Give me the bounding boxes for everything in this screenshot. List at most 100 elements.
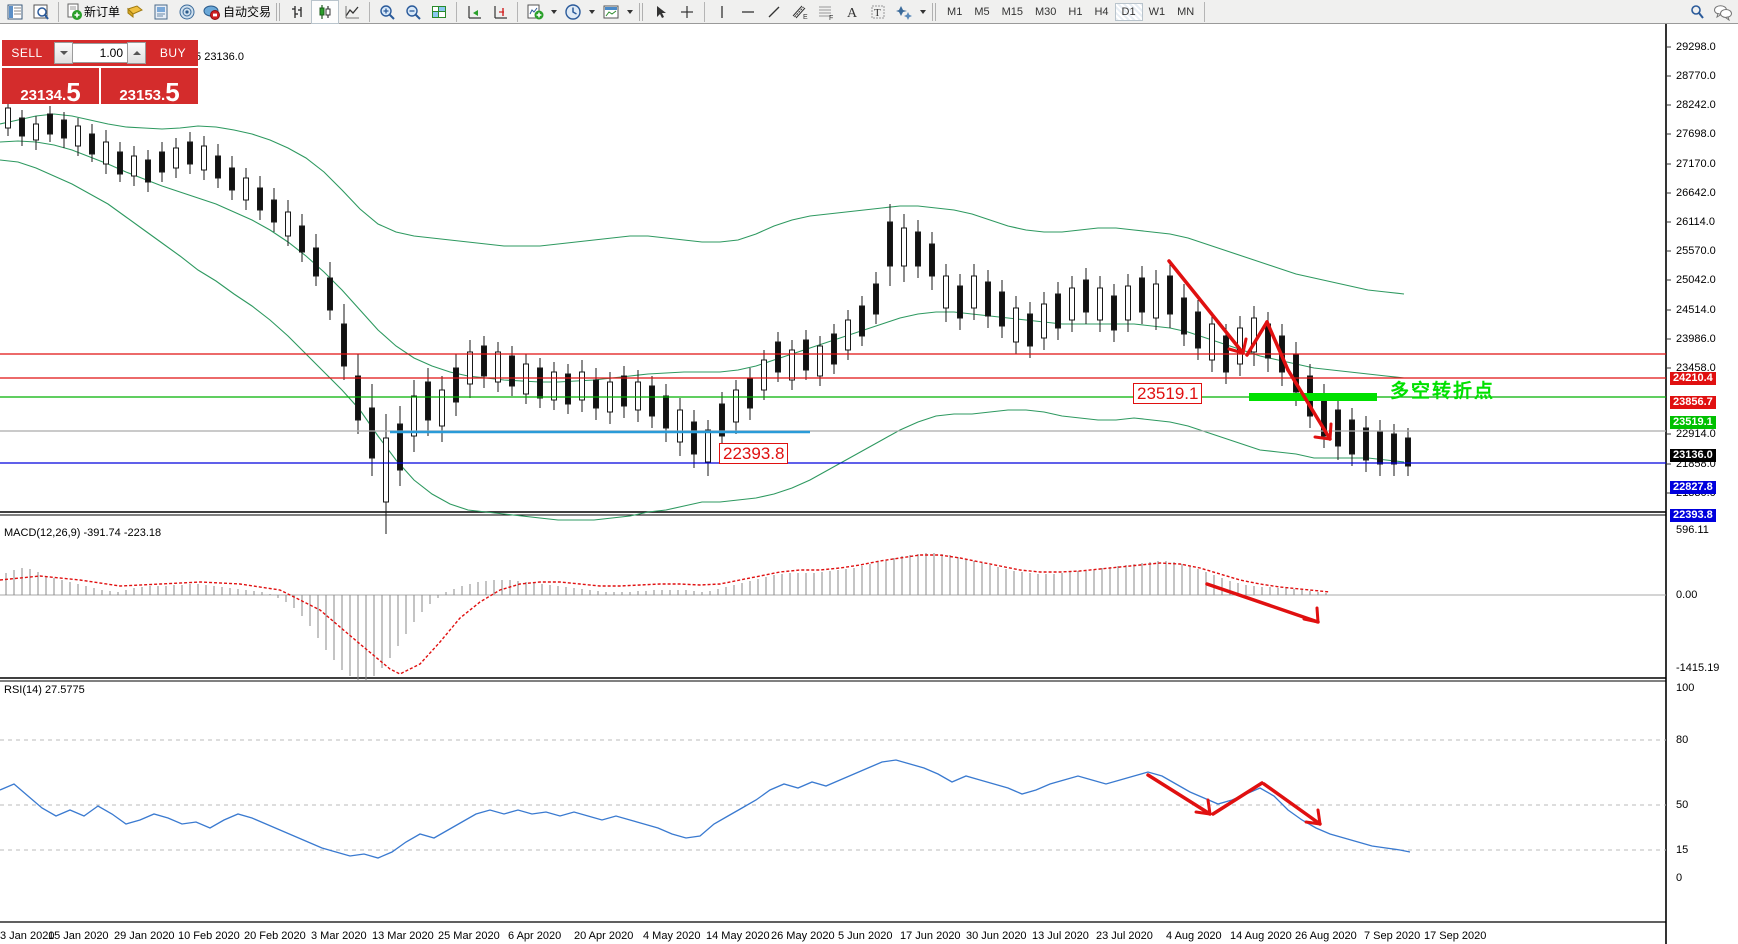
sell-button[interactable]: SELL — [2, 40, 52, 66]
metaeditor-icon[interactable] — [122, 1, 148, 23]
date-tick-17: 23 Jul 2020 — [1096, 930, 1153, 942]
text-label-icon[interactable]: A — [839, 1, 865, 23]
buy-price-display[interactable]: 23153. 5 — [101, 68, 198, 107]
price-tick-4: 27170.0 — [1676, 158, 1716, 170]
volume-increase-button[interactable] — [127, 42, 146, 64]
date-tick-8: 6 Apr 2020 — [508, 930, 562, 942]
rsi-tick-50: 50 — [1676, 799, 1689, 811]
indicators-dropdown-caret[interactable] — [551, 9, 558, 14]
new-order-label: 新订单 — [84, 5, 121, 19]
price-tick-8: 25042.0 — [1676, 274, 1716, 286]
price-tag-23856: 23856.7 — [1670, 396, 1716, 409]
svg-text:F: F — [829, 15, 833, 21]
buy-price-big: 5 — [165, 76, 180, 107]
line-chart-icon[interactable] — [339, 1, 365, 23]
search-icon[interactable] — [1684, 1, 1710, 23]
periods-icon[interactable] — [560, 1, 586, 23]
zoom-out-icon[interactable] — [400, 1, 426, 23]
date-tick-16: 13 Jul 2020 — [1032, 930, 1089, 942]
date-tick-6: 13 Mar 2020 — [372, 930, 434, 942]
date-tick-7: 25 Mar 2020 — [438, 930, 500, 942]
macd-tick-top: 596.11 — [1676, 524, 1709, 536]
chart-canvas[interactable]: HK50-,Daily 23422.0 23460.5 23095.5 2313… — [0, 24, 1738, 944]
trade-panel-prices: 23134. 5 23153. 5 — [2, 68, 198, 107]
date-tick-21: 7 Sep 2020 — [1364, 930, 1421, 942]
macd-tick-bottom: -1415.19 — [1676, 662, 1720, 674]
candlestick-chart-icon[interactable] — [311, 0, 340, 24]
date-tick-13: 5 Jun 2020 — [838, 930, 893, 942]
timeframe-m5[interactable]: M5 — [974, 5, 990, 18]
buy-price-dot: . — [161, 87, 166, 104]
date-tick-0: 3 Jan 2020 — [0, 930, 55, 942]
svg-text:E: E — [803, 14, 808, 21]
volume-decrease-button[interactable] — [54, 42, 73, 64]
timeframe-m15[interactable]: M15 — [1001, 5, 1023, 18]
chart-grid-icon[interactable] — [426, 1, 452, 23]
autotrading-label: 自动交易 — [223, 5, 272, 19]
timeframe-m30[interactable]: M30 — [1035, 5, 1057, 18]
fibonacci-icon[interactable]: F — [813, 1, 839, 23]
vertical-line-icon[interactable] — [709, 1, 735, 23]
zoom-in-icon[interactable] — [374, 1, 400, 23]
bar-chart-icon[interactable] — [285, 1, 311, 23]
buy-button[interactable]: BUY — [148, 40, 198, 66]
rsi-tick-100: 100 — [1676, 682, 1695, 694]
templates-icon[interactable] — [598, 1, 624, 23]
timeframe-m1[interactable]: M1 — [947, 5, 963, 18]
toolbar-grip-2[interactable] — [639, 2, 646, 21]
shapes-icon[interactable] — [891, 1, 917, 23]
volume-control[interactable]: 1.00 — [52, 40, 148, 66]
price-tag-23136: 23136.0 — [1670, 449, 1716, 462]
chart-shift-icon[interactable] — [487, 1, 513, 23]
toolbar-grip[interactable] — [276, 2, 283, 21]
toolbar-separator-3 — [456, 1, 458, 22]
date-tick-14: 17 Jun 2020 — [900, 930, 961, 942]
timeframe-h1[interactable]: H1 — [1068, 5, 1083, 18]
date-tick-10: 4 May 2020 — [643, 930, 701, 942]
timeframe-h4[interactable]: H4 — [1094, 5, 1109, 18]
text-icon[interactable]: T — [865, 1, 891, 23]
buy-price-main: 23153 — [119, 87, 162, 104]
indicators-icon[interactable] — [522, 1, 548, 23]
date-tick-9: 20 Apr 2020 — [574, 930, 634, 942]
price-tick-3: 27698.0 — [1676, 128, 1716, 140]
turning-point-marker — [1249, 393, 1377, 401]
price-tick-1: 28770.0 — [1676, 70, 1716, 82]
market-watch-icon[interactable] — [2, 1, 28, 23]
macd-indicator-title: MACD(12,26,9) -391.74 -223.18 — [2, 527, 164, 539]
data-window-icon[interactable] — [28, 1, 54, 23]
shapes-dropdown-caret[interactable] — [920, 9, 927, 14]
sell-price-display[interactable]: 23134. 5 — [2, 68, 99, 105]
timeframe-d1[interactable]: D1 — [1114, 2, 1143, 21]
support-label: 22393.8 — [719, 443, 789, 464]
signals-icon[interactable] — [174, 1, 200, 23]
templates-dropdown-caret[interactable] — [627, 9, 634, 14]
expert-advisors-icon[interactable] — [148, 1, 174, 23]
chart-graphics — [0, 24, 1671, 944]
date-tick-2: 29 Jan 2020 — [114, 930, 175, 942]
timeframe-mn[interactable]: MN — [1177, 5, 1195, 18]
date-tick-11: 14 May 2020 — [706, 930, 770, 942]
sell-price-main: 23134 — [20, 87, 63, 104]
one-click-trading-panel[interactable]: SELL 1.00 BUY 23134. 5 23153. 5 — [2, 40, 198, 107]
toolbar-grip-3[interactable] — [932, 2, 939, 21]
auto-scroll-icon[interactable] — [461, 1, 487, 23]
new-order-button[interactable]: 新订单 — [63, 1, 122, 23]
equidistant-channel-icon[interactable]: E — [787, 1, 813, 23]
horizontal-line-icon[interactable] — [735, 1, 761, 23]
arrow-down-icon — [59, 51, 68, 55]
autotrading-button[interactable]: 自动交易 — [200, 1, 273, 23]
periods-dropdown-caret[interactable] — [589, 9, 596, 14]
price-tick-9: 24514.0 — [1676, 304, 1716, 316]
volume-input[interactable]: 1.00 — [73, 43, 127, 63]
chat-icon[interactable] — [1710, 1, 1736, 23]
price-tag-22827: 22827.8 — [1670, 481, 1716, 494]
rsi-tick-80: 80 — [1676, 734, 1689, 746]
date-tick-19: 14 Aug 2020 — [1230, 930, 1292, 942]
cursor-icon[interactable] — [648, 1, 674, 23]
trendline-icon[interactable] — [761, 1, 787, 23]
main-toolbar: 新订单 自动交易 — [0, 0, 1738, 24]
timeframe-w1[interactable]: W1 — [1148, 5, 1166, 18]
crosshair-icon[interactable] — [674, 1, 700, 23]
price-tag-23519: 23519.1 — [1670, 416, 1716, 429]
